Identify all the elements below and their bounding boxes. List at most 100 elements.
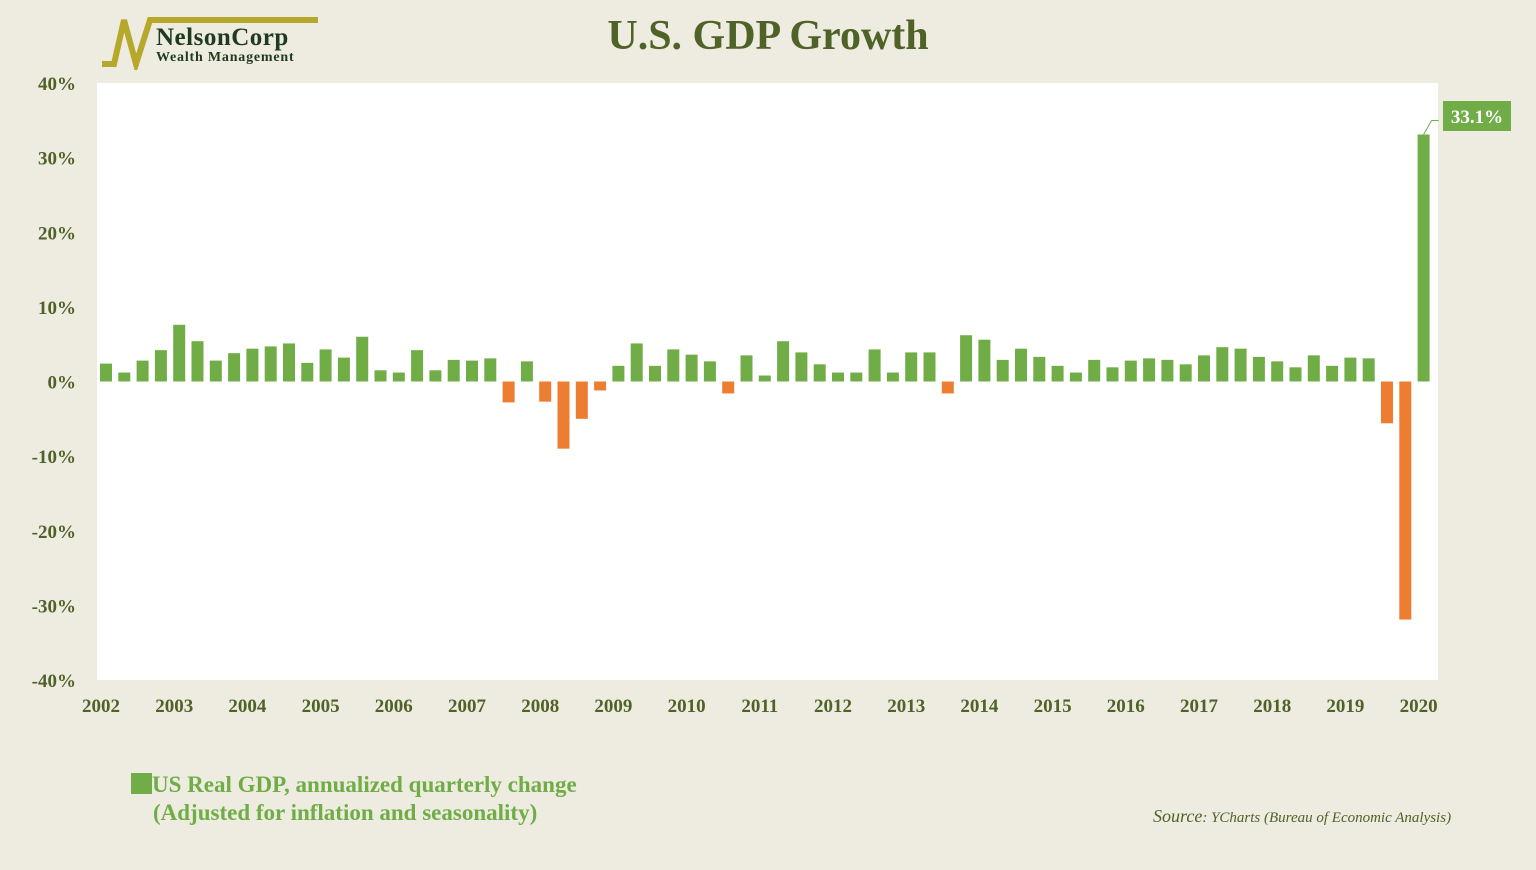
bar-negative (722, 381, 735, 394)
x-tick-label: 2014 (960, 696, 999, 717)
bar-positive (319, 349, 332, 382)
legend-sublabel: (Adjusted for inflation and seasonality) (153, 800, 538, 825)
bar-positive (228, 353, 241, 382)
bar-positive (392, 372, 405, 382)
bar-positive (1106, 367, 1119, 382)
source-note: Source: YCharts (Bureau of Economic Anal… (1153, 806, 1451, 827)
bar-positive (850, 372, 863, 382)
legend: US Real GDP, annualized quarterly change… (131, 771, 577, 827)
bar-positive (1161, 359, 1174, 382)
bar-positive (374, 370, 387, 382)
bar-positive (118, 372, 131, 382)
bar-positive (1015, 348, 1027, 382)
logo-mark-icon (102, 17, 318, 70)
bar-positive (283, 343, 295, 382)
bar-positive (978, 339, 991, 382)
bar-positive (832, 372, 844, 382)
bar-positive (1271, 361, 1284, 382)
bar-positive (795, 352, 808, 382)
bar-negative (941, 381, 954, 394)
annotation-leader-line (1423, 119, 1439, 135)
x-tick-label: 2003 (155, 696, 193, 717)
bar-positive (429, 370, 442, 382)
bar-positive (356, 336, 369, 382)
bar-negative (557, 381, 570, 449)
chart-title: U.S. GDP Growth (607, 13, 929, 59)
bar-positive (484, 358, 497, 382)
bar-positive (1252, 356, 1265, 382)
bar-positive (264, 346, 277, 382)
bar-positive (703, 361, 716, 382)
bar-negative (1381, 381, 1393, 424)
legend-label: US Real GDP, annualized quarterly change (152, 772, 577, 797)
x-tick-label: 2002 (82, 696, 120, 717)
x-tick-label: 2011 (741, 696, 778, 717)
x-tick-label: 2018 (1253, 696, 1291, 717)
bar-positive (758, 375, 771, 382)
source-text: : YCharts (Bureau of Economic Analysis) (1202, 810, 1452, 826)
bar-positive (337, 357, 350, 382)
bar-positive (411, 350, 424, 382)
y-tick-label: -30% (32, 596, 76, 617)
bar-negative (502, 381, 515, 403)
bar-positive (868, 349, 881, 382)
logo-subtitle: Wealth Management (156, 50, 295, 65)
bar-positive (1124, 360, 1137, 382)
logo-name: NelsonCorp (156, 24, 289, 51)
annotation-box (1443, 101, 1511, 131)
x-tick-label: 2012 (814, 696, 852, 717)
legend-swatch (131, 773, 152, 794)
bar-negative (1399, 381, 1412, 620)
x-tick-label: 2008 (521, 696, 559, 717)
x-tick-label: 2013 (887, 696, 925, 717)
bar-positive (1198, 355, 1210, 382)
bar-positive (1216, 347, 1229, 382)
bar-positive (1326, 365, 1339, 382)
bar-positive (612, 365, 625, 382)
y-tick-label: -20% (32, 522, 76, 543)
bar-positive (960, 335, 973, 382)
x-tick-label: 2016 (1107, 696, 1145, 717)
bar-positive (886, 372, 899, 382)
bar-positive (1417, 134, 1430, 382)
bar-positive (996, 359, 1009, 382)
bar-positive (246, 348, 259, 382)
x-tick-label: 2019 (1326, 696, 1364, 717)
y-tick-label: 20% (38, 223, 76, 244)
x-tick-label: 2010 (668, 696, 706, 717)
bar-positive (1362, 358, 1375, 382)
bar-positive (1069, 372, 1082, 382)
x-tick-label: 2015 (1034, 696, 1072, 717)
x-tick-label: 2006 (375, 696, 413, 717)
x-tick-label: 2007 (448, 696, 487, 717)
bar-positive (667, 349, 680, 382)
bar-positive (191, 341, 204, 382)
bar-positive (173, 324, 186, 382)
bar-positive (1143, 358, 1156, 382)
x-tick-label: 2004 (228, 696, 267, 717)
bar-negative (539, 381, 552, 402)
y-tick-label: -10% (32, 447, 76, 468)
bar-positive (209, 360, 222, 382)
bar-positive (649, 365, 661, 382)
y-tick-label: 30% (38, 149, 76, 170)
bar-negative (575, 381, 588, 419)
y-tick-label: 0% (48, 373, 77, 394)
x-tick-label: 2005 (302, 696, 340, 717)
bar-positive (685, 354, 698, 382)
bar-positive (301, 362, 314, 382)
y-tick-label: 40% (38, 74, 76, 95)
bar-positive (1234, 348, 1247, 382)
bar-positive (1033, 356, 1046, 382)
bar-positive (520, 361, 533, 382)
y-tick-label: 10% (38, 298, 76, 319)
logo: NelsonCorp Wealth Management (98, 14, 328, 70)
source-label: Source (1153, 806, 1203, 826)
bar-positive (630, 343, 643, 382)
y-tick-label: -40% (32, 671, 76, 692)
bar-positive (466, 360, 478, 382)
x-tick-label: 2009 (594, 696, 632, 717)
bar-positive (923, 352, 936, 382)
bar-positive (1307, 355, 1320, 382)
